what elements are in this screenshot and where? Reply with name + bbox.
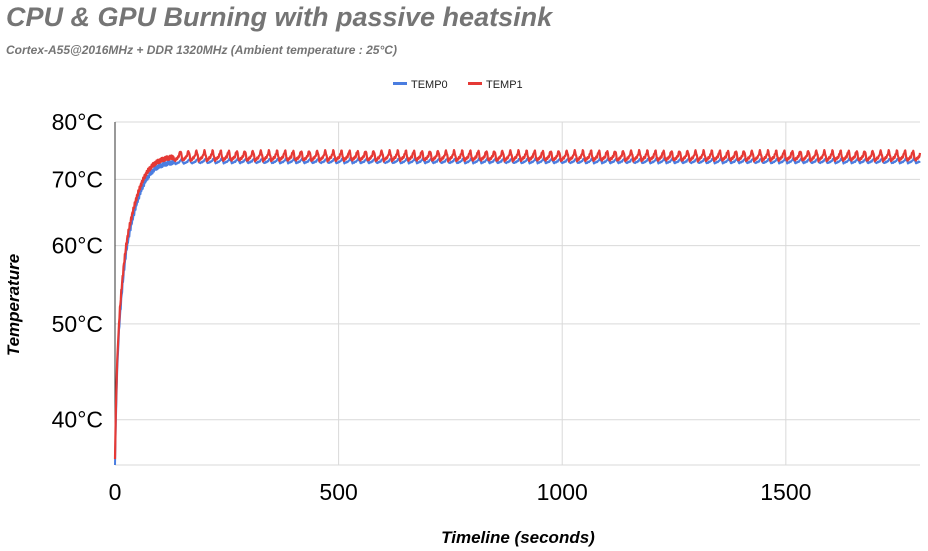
- legend: TEMP0 TEMP1: [393, 79, 523, 91]
- x-tick-label: 1000: [537, 479, 588, 505]
- x-axis-title: Timeline (seconds): [441, 528, 595, 547]
- legend-label-temp1: TEMP1: [486, 79, 523, 91]
- x-tick-label: 500: [319, 479, 357, 505]
- series-line-temp1: [113, 148, 922, 460]
- y-tick-label: 80°C: [52, 109, 103, 135]
- series-group: [113, 148, 922, 466]
- legend-label-temp0: TEMP0: [411, 79, 448, 91]
- x-tick-label: 0: [109, 479, 122, 505]
- gridlines: [114, 121, 920, 466]
- y-tick-label: 40°C: [52, 407, 103, 433]
- y-tick-label: 70°C: [52, 166, 103, 192]
- y-tick-label: 50°C: [52, 311, 103, 337]
- chart-subtitle: Cortex-A55@2016MHz + DDR 1320MHz (Ambien…: [6, 43, 397, 57]
- y-tick-label: 60°C: [52, 233, 103, 259]
- tick-labels: 80°C 70°C 60°C 50°C 40°C 0 500 1000 1500: [52, 109, 812, 505]
- series-line-temp0: [114, 157, 921, 466]
- chart-title: CPU & GPU Burning with passive heatsink: [6, 2, 553, 32]
- x-tick-label: 1500: [760, 479, 811, 505]
- legend-swatch-temp1: [468, 82, 482, 85]
- y-axis-title: Temperature: [4, 254, 23, 356]
- legend-swatch-temp0: [393, 82, 407, 85]
